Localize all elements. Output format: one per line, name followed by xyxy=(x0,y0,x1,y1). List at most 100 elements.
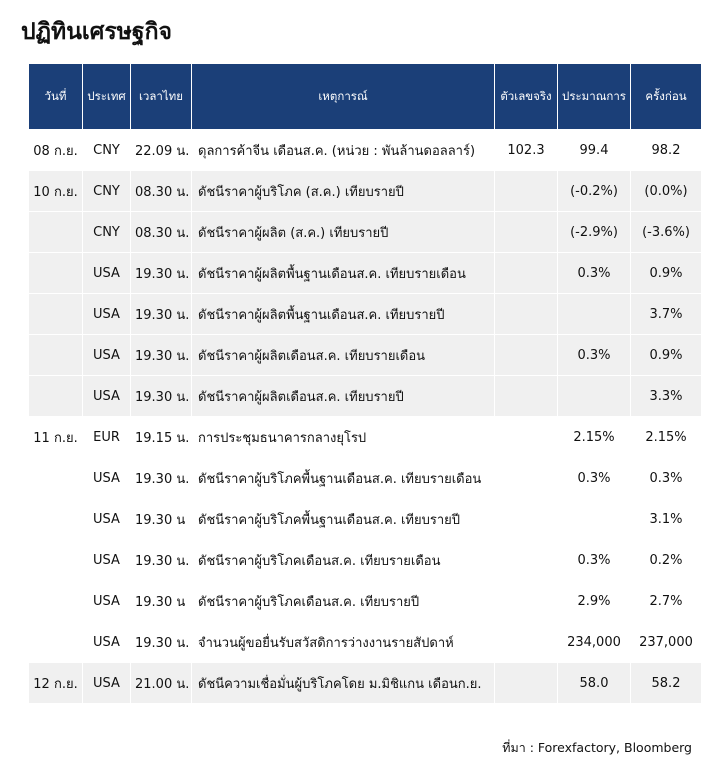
table-row: USA 19.30 นดัชนีราคาผู้บริโภคพื้นฐานเดือน… xyxy=(28,498,702,540)
time-cell: 19.15 น. xyxy=(130,416,192,458)
event-cell: ดัชนีราคาผู้บริโภคพื้นฐานเดือนส.ค. เทียบ… xyxy=(191,498,495,540)
previous-cell: 237,000 xyxy=(630,621,702,663)
date-cell xyxy=(28,293,83,335)
previous-cell: 3.3% xyxy=(630,375,702,417)
actual-cell xyxy=(494,375,558,417)
actual-cell xyxy=(494,539,558,581)
table-row: USA 19.30 น. ดัชนีราคาผู้ผลิตเดือนส.ค. เที… xyxy=(28,375,702,417)
time-cell: 19.30 น. xyxy=(130,539,192,581)
forecast-cell: (-0.2%) xyxy=(557,170,631,212)
forecast-cell: 2.15% xyxy=(557,416,631,458)
date-cell xyxy=(28,457,83,499)
previous-cell: 0.9% xyxy=(630,252,702,294)
column-header: ประมาณการ xyxy=(557,64,631,130)
actual-cell: 102.3 xyxy=(494,129,558,171)
date-cell xyxy=(28,498,83,540)
forecast-cell: 234,000 xyxy=(557,621,631,663)
table-row: USA 19.30 น. ดัชนีราคาผู้ผลิตพื้นฐานเดือนส… xyxy=(28,252,702,294)
previous-cell: 58.2 xyxy=(630,662,702,704)
previous-cell: 2.15% xyxy=(630,416,702,458)
actual-cell xyxy=(494,334,558,376)
date-cell xyxy=(28,580,83,622)
country-cell: USA xyxy=(82,621,131,663)
event-cell: ดัชนีราคาผู้ผลิตพื้นฐานเดือนส.ค. เทียบรา… xyxy=(191,293,495,335)
event-cell: ดัชนีราคาผู้บริโภค (ส.ค.) เทียบรายปี xyxy=(191,170,495,212)
forecast-cell: 0.3% xyxy=(557,252,631,294)
date-cell: 12 ก.ย. xyxy=(28,662,83,704)
time-cell: 19.30 น. xyxy=(130,293,192,335)
previous-cell: 0.9% xyxy=(630,334,702,376)
previous-cell: 0.2% xyxy=(630,539,702,581)
event-cell: ดัชนีราคาผู้ผลิต (ส.ค.) เทียบรายปี xyxy=(191,211,495,253)
time-cell: 19.30 น xyxy=(130,498,192,540)
country-cell: USA xyxy=(82,662,131,704)
previous-cell: (-3.6%) xyxy=(630,211,702,253)
event-cell: ดัชนีราคาผู้ผลิตพื้นฐานเดือนส.ค. เทียบรา… xyxy=(191,252,495,294)
event-cell: ดัชนีความเชื่อมั่นผู้บริโภคโดย ม.มิชิแกน… xyxy=(191,662,495,704)
table-row: USA 19.30 น. ดัชนีราคาผู้ผลิตพื้นฐานเดือนส… xyxy=(28,293,702,335)
previous-cell: 3.7% xyxy=(630,293,702,335)
source-note: ที่มา : Forexfactory, Bloomberg xyxy=(502,740,692,755)
actual-cell xyxy=(494,416,558,458)
column-header: ประเทศ xyxy=(82,64,131,130)
country-cell: USA xyxy=(82,580,131,622)
date-cell xyxy=(28,252,83,294)
forecast-cell: 0.3% xyxy=(557,457,631,499)
event-cell: ดัชนีราคาผู้ผลิตเดือนส.ค. เทียบรายเดือน xyxy=(191,334,495,376)
actual-cell xyxy=(494,211,558,253)
forecast-cell xyxy=(557,375,631,417)
country-cell: USA xyxy=(82,334,131,376)
time-cell: 19.30 น. xyxy=(130,334,192,376)
date-cell: 08 ก.ย. xyxy=(28,129,83,171)
event-cell: ดัชนีราคาผู้บริโภคเดือนส.ค. เทียบรายปี xyxy=(191,580,495,622)
forecast-cell: (-2.9%) xyxy=(557,211,631,253)
forecast-cell: 58.0 xyxy=(557,662,631,704)
table-row: USA 19.30 น. จำนวนผู้ขอยื่นรับสวัสดิการว่า… xyxy=(28,621,702,663)
actual-cell xyxy=(494,498,558,540)
previous-cell: 2.7% xyxy=(630,580,702,622)
event-cell: ดัชนีราคาผู้บริโภคเดือนส.ค. เทียบรายเดือ… xyxy=(191,539,495,581)
table-row: USA 19.30 นดัชนีราคาผู้บริโภคเดือนส.ค. เท… xyxy=(28,580,702,622)
time-cell: 08.30 น. xyxy=(130,211,192,253)
date-cell xyxy=(28,211,83,253)
date-cell: 11 ก.ย. xyxy=(28,416,83,458)
country-cell: CNY xyxy=(82,211,131,253)
table-row: CNY 08.30 น. ดัชนีราคาผู้ผลิต (ส.ค.) เทียบ… xyxy=(28,211,702,253)
event-cell: การประชุมธนาคารกลางยุโรป xyxy=(191,416,495,458)
calendar-table: วันที่ ประเทศ เวลาไทย เหตุการณ์ ตัวเลขจริง ปร… xyxy=(28,64,702,704)
country-cell: USA xyxy=(82,457,131,499)
date-cell: 10 ก.ย. xyxy=(28,170,83,212)
event-cell: จำนวนผู้ขอยื่นรับสวัสดิการว่างงานรายสัปด… xyxy=(191,621,495,663)
time-cell: 19.30 น. xyxy=(130,457,192,499)
date-cell xyxy=(28,539,83,581)
table-row: 10 ก.ย. CNY 08.30 น. ดัชนีราคาผู้บริโภค (ส.… xyxy=(28,170,702,212)
table-row: USA 19.30 น. ดัชนีราคาผู้บริโภคพื้นฐานเดือ… xyxy=(28,457,702,499)
header-row: วันที่ ประเทศ เวลาไทย เหตุการณ์ ตัวเลขจริง ปร… xyxy=(28,64,702,130)
forecast-cell xyxy=(557,293,631,335)
country-cell: USA xyxy=(82,375,131,417)
table-row: 08 ก.ย. CNY 22.09 น. ดุลการค้าจีน เดือนส.ค.… xyxy=(28,129,702,171)
time-cell: 19.30 น. xyxy=(130,375,192,417)
time-cell: 19.30 น. xyxy=(130,252,192,294)
time-cell: 22.09 น. xyxy=(130,129,192,171)
table-row: USA 19.30 น. ดัชนีราคาผู้บริโภคเดือนส.ค. เ… xyxy=(28,539,702,581)
column-header: เวลาไทย xyxy=(130,64,192,130)
forecast-cell: 99.4 xyxy=(557,129,631,171)
time-cell: 19.30 น. xyxy=(130,621,192,663)
country-cell: CNY xyxy=(82,129,131,171)
event-cell: ดุลการค้าจีน เดือนส.ค. (หน่วย : พันล้านด… xyxy=(191,129,495,171)
country-cell: EUR xyxy=(82,416,131,458)
table-row: 11 ก.ย. EUR 19.15 น. การประชุมธนาคารกลางยุโ… xyxy=(28,416,702,458)
time-cell: 21.00 น. xyxy=(130,662,192,704)
event-cell: ดัชนีราคาผู้บริโภคพื้นฐานเดือนส.ค. เทียบ… xyxy=(191,457,495,499)
page-title: ปฏิทินเศรษฐกิจ xyxy=(21,19,172,45)
country-cell: USA xyxy=(82,293,131,335)
date-cell xyxy=(28,334,83,376)
actual-cell xyxy=(494,580,558,622)
country-cell: CNY xyxy=(82,170,131,212)
country-cell: USA xyxy=(82,252,131,294)
actual-cell xyxy=(494,293,558,335)
column-header: วันที่ xyxy=(28,64,83,130)
table-row: USA 19.30 น. ดัชนีราคาผู้ผลิตเดือนส.ค. เที… xyxy=(28,334,702,376)
